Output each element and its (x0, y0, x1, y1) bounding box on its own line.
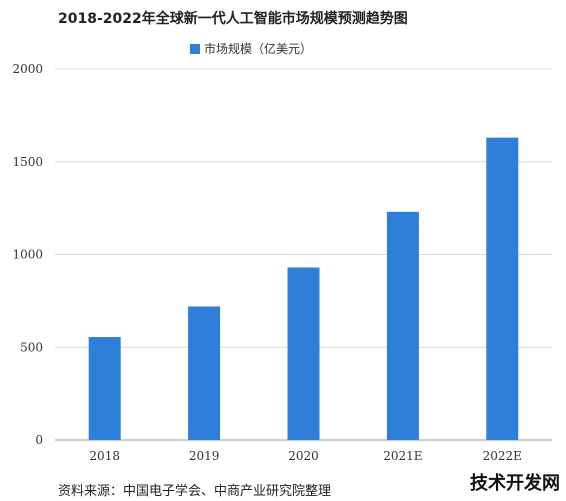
x-tick-label: 2021E (383, 449, 422, 463)
y-tick-label: 1500 (12, 155, 43, 169)
chart-legend: 市场规模（亿美元） (190, 40, 312, 57)
y-tick-label: 1000 (12, 248, 43, 262)
bar-2019 (188, 306, 221, 440)
bar-2021E (386, 211, 419, 440)
brand-watermark: 技术开发网 (470, 473, 560, 494)
chart-title: 2018-2022年全球新一代人工智能市场规模预测趋势图 (58, 11, 408, 27)
x-tick-label: 2020 (288, 449, 319, 463)
legend-swatch (190, 43, 200, 54)
x-tick-label: 2019 (189, 449, 220, 463)
x-tick-label: 2022E (483, 449, 522, 463)
bar-2020 (287, 267, 320, 440)
legend-label: 市场规模（亿美元） (204, 42, 313, 56)
x-tick-label: 2018 (89, 449, 120, 463)
bar-2018 (88, 337, 121, 440)
y-tick-label: 2000 (12, 62, 43, 76)
y-tick-label: 0 (35, 433, 43, 447)
source-note: 资料来源：中国电子学会、中商产业研究院整理 (58, 484, 332, 499)
y-tick-label: 500 (20, 340, 43, 354)
bar-2022E (486, 137, 519, 440)
